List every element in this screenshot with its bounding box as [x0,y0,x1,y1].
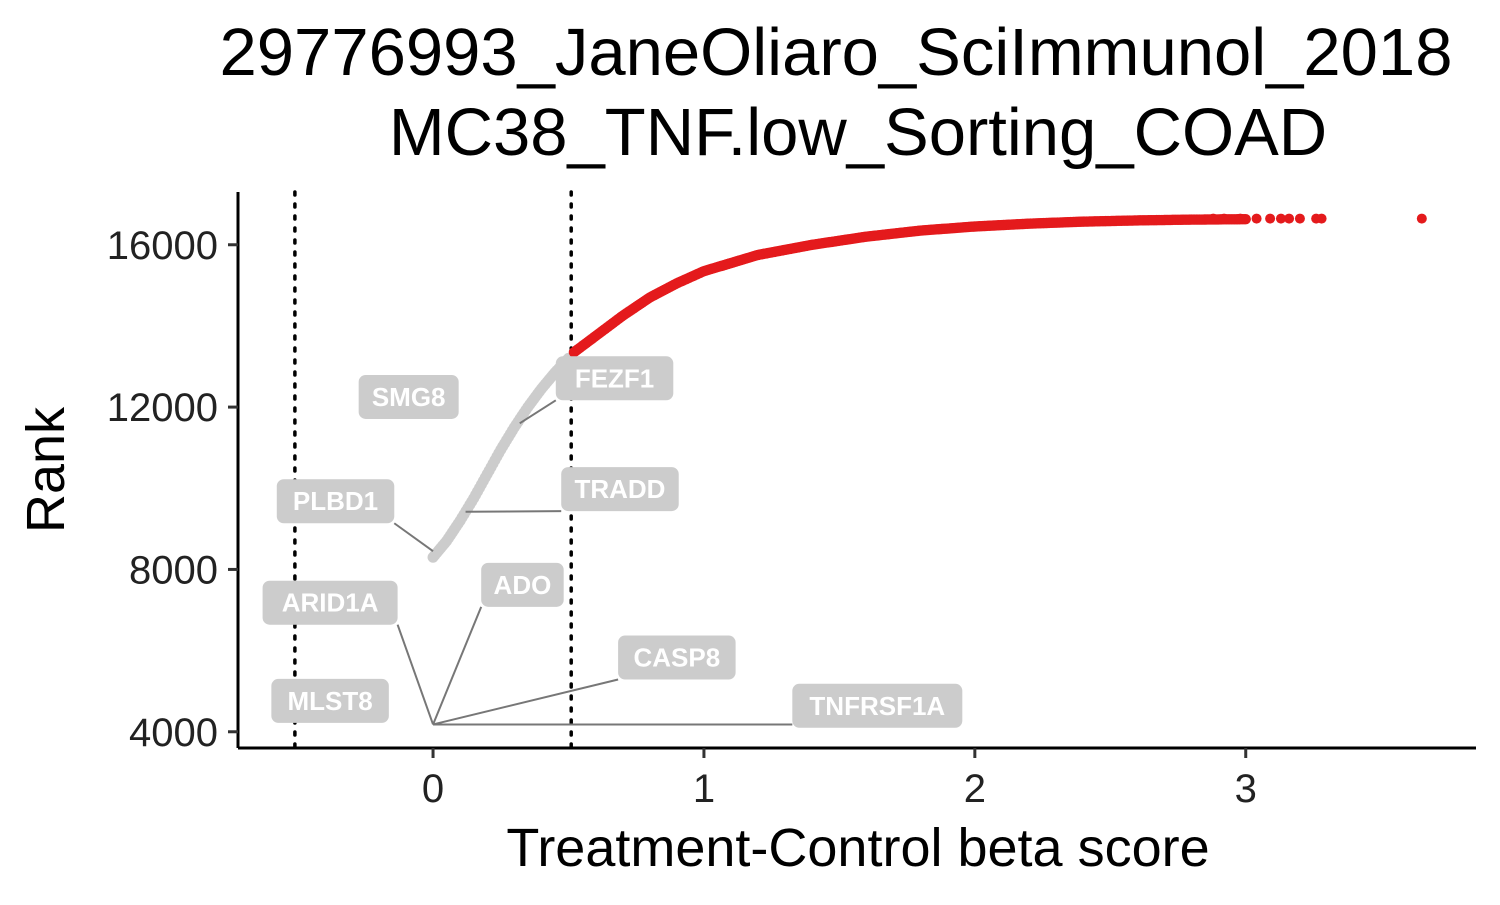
label-connector [432,606,483,725]
y-tick-label: 16000 [107,224,218,268]
gene-label-text: TNFRSF1A [809,691,945,721]
gene-label-box [481,562,564,607]
gene-label-box [792,683,963,728]
x-axis-title: Treatment-Control beta score [506,818,1209,878]
gene-point [1284,213,1295,224]
gene-point [1235,213,1246,224]
gene-point [1416,213,1427,224]
y-tick-label: 12000 [107,386,218,430]
gene-point [1316,213,1327,224]
y-tick-label: 8000 [129,548,218,592]
gene-label-text: ADO [494,570,552,600]
x-tick-label: 0 [422,767,444,811]
gene-point [1294,213,1305,224]
gene-label-text: CASP8 [634,642,721,672]
gene-label-text: TRADD [574,474,665,504]
label-connector [465,510,562,513]
gene-point [1275,213,1286,224]
gene-point [1265,213,1276,224]
gene-label-text: MLST8 [287,686,372,716]
label-connector [393,522,434,552]
chart-title-line-1: 29776993_JaneOliaro_SciImmunol_2018 [220,15,1453,90]
chart-title-line-2: MC38_TNF.low_Sorting_COAD [389,95,1327,170]
gene-point [1219,213,1230,224]
gene-point [1251,213,1262,224]
gene-label-text: ARID1A [282,588,379,618]
gene-label-text: SMG8 [372,382,446,412]
gene-labels: SMG8 FEZF1 TRADD PLBD1 ADO ARID1A CASP8 MLST8 TN… [262,356,963,728]
background-genes [427,352,574,563]
x-tick-label: 2 [964,767,986,811]
gene-label-box [271,678,389,723]
x-tick-label: 3 [1235,767,1257,811]
gene-label-box [276,479,395,524]
y-axis-title: Rank [16,406,76,533]
gene-label-box [358,374,459,419]
plot-area: 0 1 2 3 4000 8000 12000 16000 SMG8 FEZF1 TRADD PLBD… [107,190,1476,811]
gene-label-box [618,635,736,680]
gene-label-box [555,356,674,401]
highlighted-genes [568,213,1427,358]
label-connector [396,624,434,725]
gene-label-box [561,467,679,512]
x-tick-label: 1 [693,767,715,811]
gene-label-box [262,580,398,625]
y-tick-label: 4000 [129,711,218,755]
label-connector [519,399,557,425]
gene-point [1208,213,1219,224]
gene-label-text: PLBD1 [293,486,378,516]
label-connector [432,678,619,726]
gene-label-text: FEZF1 [575,363,654,393]
